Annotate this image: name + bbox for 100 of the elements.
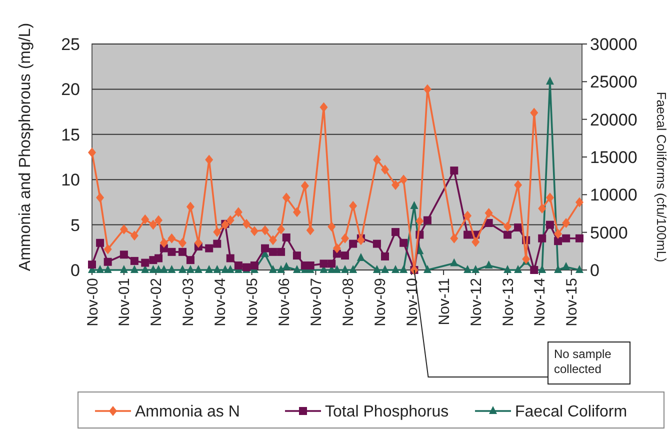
point <box>392 265 400 273</box>
point <box>538 234 546 242</box>
point <box>400 265 408 273</box>
point <box>213 265 222 273</box>
x-tick-label: Nov-14 <box>532 278 549 326</box>
point <box>149 220 158 230</box>
point <box>88 147 96 158</box>
point <box>292 207 301 218</box>
x-tick-label: Nov-12 <box>468 278 485 326</box>
y2-tick-label: 10000 <box>590 186 638 205</box>
x-tick-label: Nov-11 <box>436 278 453 326</box>
point <box>546 220 554 229</box>
point <box>104 244 112 254</box>
point <box>205 265 214 273</box>
point <box>120 265 128 273</box>
legend-label: Total Phosphorus <box>325 404 449 421</box>
point <box>562 234 570 242</box>
x-tick-label: Nov-00 <box>84 278 102 326</box>
point <box>226 215 234 226</box>
annotation: No sample collected <box>554 347 612 376</box>
point <box>484 208 493 218</box>
point <box>450 233 458 244</box>
point <box>160 238 168 248</box>
point <box>186 256 194 264</box>
point <box>320 102 328 112</box>
point <box>464 230 472 239</box>
y2-tick-label: 15000 <box>590 148 638 167</box>
point <box>277 224 286 234</box>
point <box>234 207 242 218</box>
point <box>261 244 270 252</box>
point <box>104 265 112 273</box>
legend-label: Faecal Coliform <box>515 404 628 421</box>
point <box>320 260 328 268</box>
x-tick-label: Nov-01 <box>116 278 134 326</box>
x-tick-label: Nov-08 <box>340 278 357 326</box>
x-tick-label: Nov-06 <box>276 278 293 326</box>
point <box>306 225 314 236</box>
point <box>423 216 432 224</box>
x-tick-label: Nov-09 <box>372 278 389 326</box>
point <box>410 200 418 209</box>
point <box>546 192 554 203</box>
point <box>472 265 480 273</box>
y-tick-label: 25 <box>61 34 80 54</box>
point <box>250 261 258 270</box>
y-tick-label: 0 <box>70 260 80 280</box>
point <box>292 252 301 260</box>
x-tick-label: Nov-05 <box>244 278 262 326</box>
point <box>484 260 493 268</box>
point <box>538 204 546 214</box>
point <box>464 210 472 221</box>
point <box>120 224 128 234</box>
x-tick-label: Nov-10 <box>404 278 421 326</box>
point <box>484 218 493 227</box>
point <box>141 214 150 224</box>
y-tick-label: 5 <box>70 216 80 235</box>
point <box>88 260 96 269</box>
x-tick-label: Nov-15 <box>564 278 581 326</box>
point <box>416 216 424 226</box>
point <box>349 265 358 273</box>
point <box>277 248 286 256</box>
point <box>372 240 381 248</box>
point <box>381 265 389 273</box>
point <box>341 233 350 244</box>
point <box>194 238 202 248</box>
point <box>514 224 522 232</box>
point <box>423 265 432 273</box>
point <box>277 265 286 273</box>
point <box>450 258 458 266</box>
y2-tick-label: 0 <box>590 260 600 280</box>
point <box>96 265 104 273</box>
x-tick-label: Nov-02 <box>148 278 166 326</box>
point <box>575 197 584 208</box>
point <box>234 261 242 270</box>
point <box>306 261 314 270</box>
point <box>349 200 358 211</box>
point <box>400 238 408 247</box>
point <box>96 238 104 247</box>
point <box>282 233 290 242</box>
point <box>226 254 234 262</box>
point <box>575 265 584 273</box>
point <box>392 180 400 190</box>
point <box>178 238 186 248</box>
point <box>514 265 522 273</box>
point <box>130 265 138 273</box>
point <box>554 237 562 246</box>
point <box>213 227 222 238</box>
point <box>268 248 277 256</box>
y-tick-label: 20 <box>61 80 80 100</box>
point <box>400 174 408 185</box>
point <box>154 215 163 226</box>
point <box>450 166 458 175</box>
point <box>104 258 112 266</box>
point <box>504 230 512 239</box>
x-tick-label: Nov-03 <box>180 278 198 326</box>
point <box>213 240 222 248</box>
point <box>341 265 350 273</box>
y2-tick-label: 20000 <box>590 110 638 130</box>
point <box>282 192 290 203</box>
x-tick-label: Nov-04 <box>212 278 230 326</box>
point <box>504 265 512 273</box>
